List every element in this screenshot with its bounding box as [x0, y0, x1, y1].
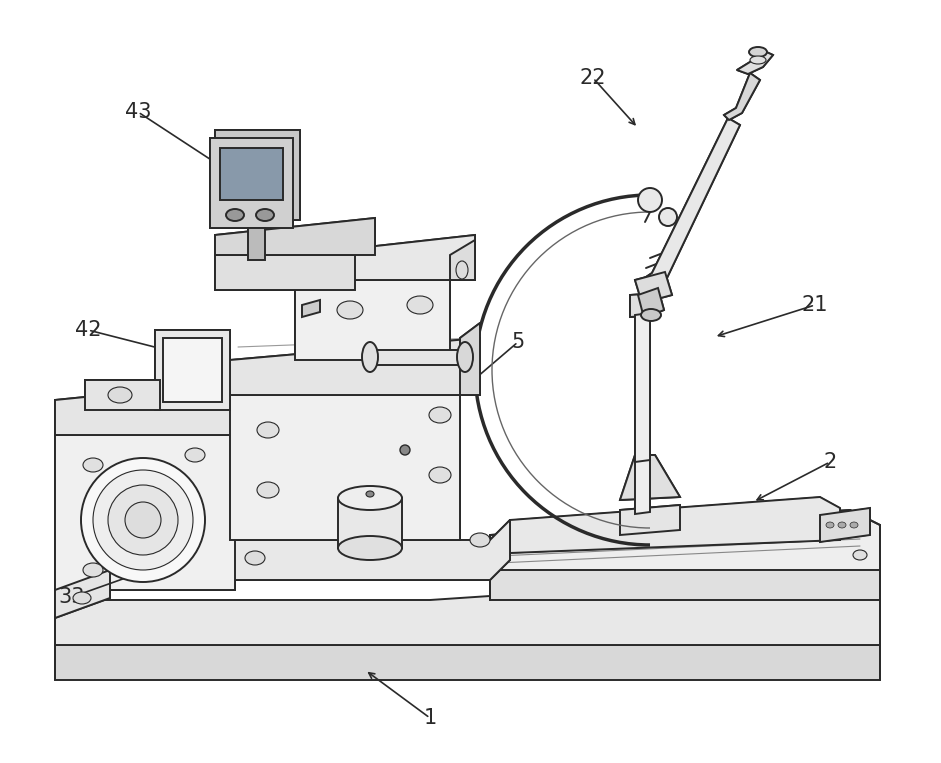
- Text: 2: 2: [823, 452, 837, 472]
- Polygon shape: [55, 645, 880, 680]
- Ellipse shape: [826, 522, 834, 528]
- Polygon shape: [620, 455, 680, 500]
- Polygon shape: [55, 380, 255, 435]
- Polygon shape: [724, 73, 760, 120]
- Polygon shape: [215, 255, 355, 290]
- Ellipse shape: [400, 445, 410, 455]
- Polygon shape: [490, 545, 880, 600]
- Polygon shape: [635, 272, 672, 303]
- Polygon shape: [220, 148, 283, 200]
- Polygon shape: [210, 138, 293, 228]
- Text: 21: 21: [802, 295, 828, 315]
- Ellipse shape: [185, 448, 205, 462]
- Ellipse shape: [73, 592, 91, 604]
- Text: 1: 1: [423, 708, 437, 728]
- Ellipse shape: [362, 342, 378, 372]
- Polygon shape: [248, 228, 265, 260]
- Ellipse shape: [226, 209, 244, 221]
- Ellipse shape: [83, 458, 103, 472]
- Ellipse shape: [457, 342, 473, 372]
- Polygon shape: [635, 453, 650, 514]
- Polygon shape: [163, 338, 222, 402]
- Polygon shape: [302, 300, 320, 317]
- Ellipse shape: [257, 482, 279, 498]
- Ellipse shape: [838, 522, 846, 528]
- Ellipse shape: [749, 47, 767, 57]
- Ellipse shape: [429, 467, 451, 483]
- Ellipse shape: [337, 301, 363, 319]
- Polygon shape: [235, 365, 255, 435]
- Polygon shape: [215, 130, 300, 220]
- Polygon shape: [55, 570, 880, 645]
- Polygon shape: [370, 350, 465, 365]
- Ellipse shape: [108, 485, 178, 555]
- Ellipse shape: [850, 522, 858, 528]
- Ellipse shape: [853, 550, 867, 560]
- Polygon shape: [638, 288, 664, 318]
- Polygon shape: [215, 218, 375, 255]
- Polygon shape: [55, 435, 235, 590]
- Polygon shape: [85, 380, 160, 410]
- Ellipse shape: [638, 188, 662, 212]
- Polygon shape: [55, 570, 110, 618]
- Ellipse shape: [256, 209, 274, 221]
- Text: 43: 43: [125, 102, 152, 122]
- Polygon shape: [230, 395, 460, 540]
- Ellipse shape: [338, 536, 402, 560]
- Polygon shape: [820, 508, 870, 542]
- Ellipse shape: [750, 56, 766, 64]
- Polygon shape: [450, 240, 475, 280]
- Ellipse shape: [108, 387, 132, 403]
- Ellipse shape: [125, 502, 161, 538]
- Polygon shape: [230, 338, 480, 395]
- Ellipse shape: [83, 563, 103, 577]
- Text: 42: 42: [74, 320, 102, 340]
- Ellipse shape: [366, 491, 374, 497]
- Polygon shape: [490, 510, 880, 570]
- Ellipse shape: [81, 458, 205, 582]
- Polygon shape: [635, 313, 650, 462]
- Text: 33: 33: [58, 587, 86, 607]
- Polygon shape: [295, 280, 450, 360]
- Ellipse shape: [338, 486, 402, 510]
- Ellipse shape: [93, 470, 193, 570]
- Ellipse shape: [257, 422, 279, 438]
- Polygon shape: [338, 498, 402, 548]
- Polygon shape: [155, 330, 230, 410]
- Polygon shape: [637, 118, 740, 288]
- Ellipse shape: [659, 208, 677, 226]
- Text: 5: 5: [511, 332, 525, 352]
- Polygon shape: [230, 520, 510, 580]
- Ellipse shape: [407, 296, 433, 314]
- Ellipse shape: [641, 309, 661, 321]
- Polygon shape: [295, 235, 475, 280]
- Polygon shape: [630, 293, 658, 317]
- Ellipse shape: [429, 407, 451, 423]
- Ellipse shape: [245, 551, 265, 565]
- Polygon shape: [460, 323, 480, 395]
- Polygon shape: [737, 50, 773, 74]
- Text: 22: 22: [580, 68, 606, 88]
- Ellipse shape: [456, 261, 468, 279]
- Polygon shape: [510, 497, 840, 553]
- Polygon shape: [620, 505, 680, 535]
- Ellipse shape: [470, 533, 490, 547]
